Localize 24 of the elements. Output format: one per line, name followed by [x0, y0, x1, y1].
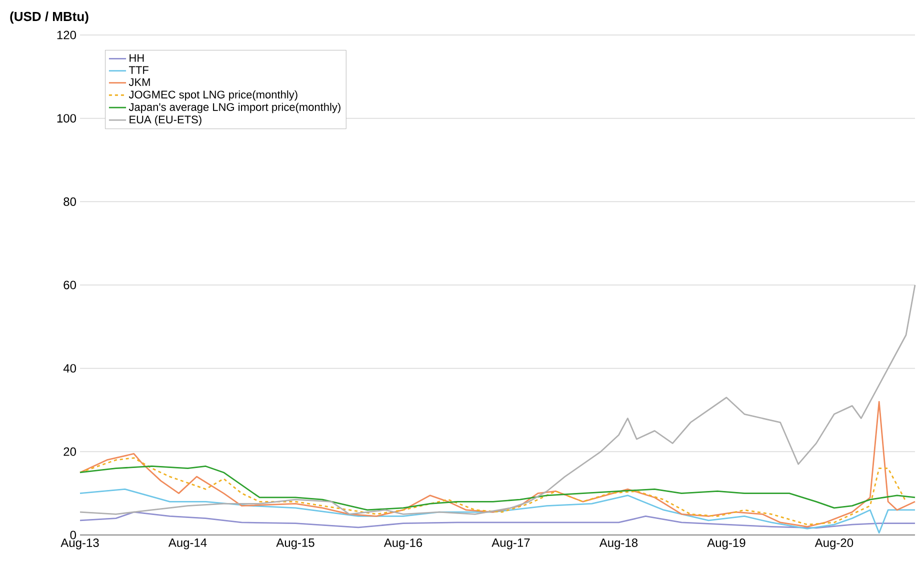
y-tick-label: 80 [64, 197, 76, 206]
legend-label: Japan's average LNG import price(monthly) [128, 102, 340, 114]
x-tick-label: Aug-15 [276, 538, 314, 550]
y-tick-label: 120 [57, 30, 76, 40]
y-tick-label: 40 [63, 364, 76, 373]
x-tick-label: Aug-13 [60, 538, 99, 550]
line-series [79, 488, 916, 534]
x-tick-label: Aug-14 [168, 538, 207, 550]
legend-label: HH [130, 54, 144, 62]
x-tick-label: Aug-20 [814, 538, 854, 550]
legend-label: JKM [128, 78, 150, 86]
legend-label: EUA (EU-ETS) [130, 115, 202, 126]
x-tick-label: Aug-19 [707, 538, 746, 550]
legend-label: TTF [128, 66, 148, 74]
y-tick-label: 100 [57, 114, 76, 123]
y-tick-label: 0 [70, 530, 76, 540]
y-tick-label: 60 [64, 280, 76, 290]
legend-label: JOGMEC spot LNG price(monthly) [128, 90, 298, 101]
x-tick-label: Aug-16 [384, 538, 422, 550]
x-tick-label: Aug-17 [492, 538, 530, 550]
line-series [79, 400, 916, 528]
y-tick-label: 20 [64, 447, 76, 456]
x-tick-label: Aug-18 [599, 538, 638, 550]
y-axis-title: (USD / MBtu) [10, 12, 88, 24]
